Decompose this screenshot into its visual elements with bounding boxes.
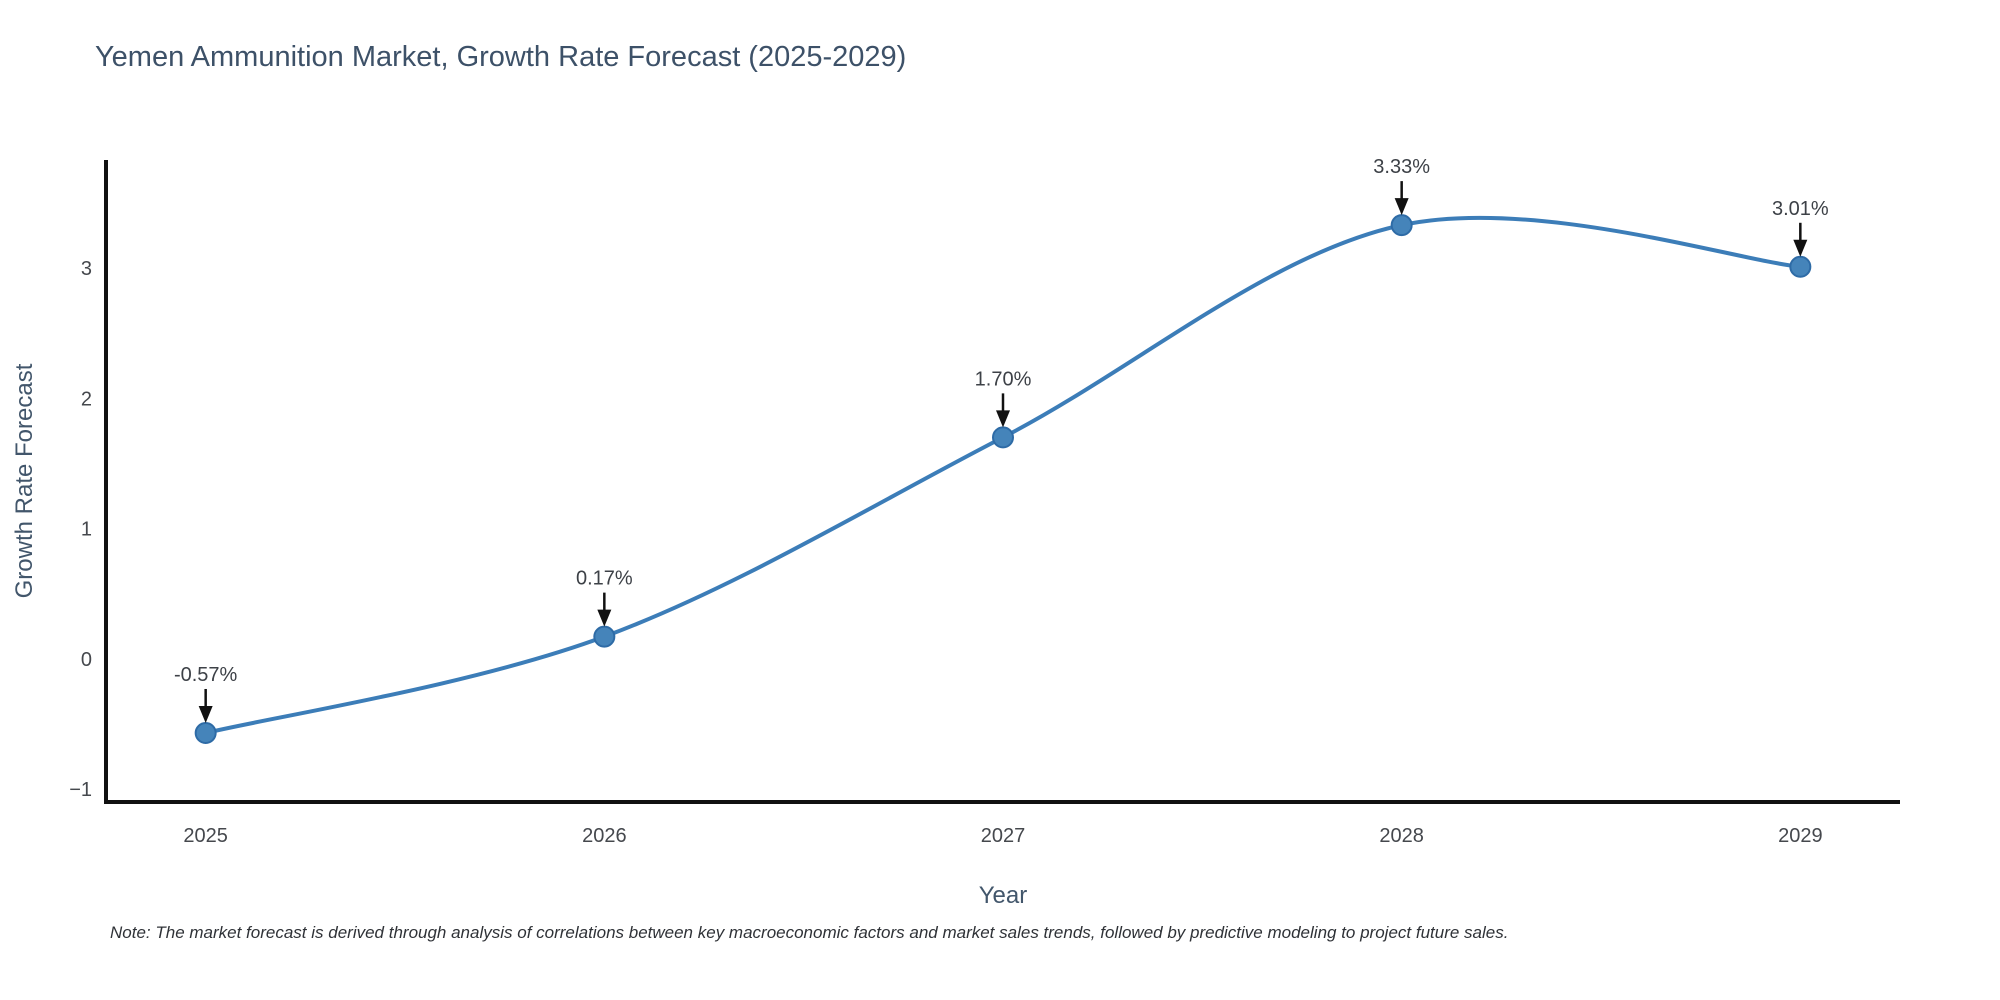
x-tick-label-2028: 2028 <box>1379 825 1424 847</box>
y-tick-label-1: 1 <box>81 519 92 541</box>
x-axis-ticks: 2025 2026 2027 2028 2029 <box>183 825 1822 847</box>
data-point-2026 <box>593 625 616 648</box>
annotation-arrow-head <box>1793 239 1808 257</box>
y-axis-title: Growth Rate Forecast <box>11 363 38 598</box>
x-tick-label-2027: 2027 <box>981 825 1026 847</box>
x-tick-label-2025: 2025 <box>183 825 228 847</box>
y-tick-label-2: 2 <box>81 388 92 410</box>
data-point-2027 <box>992 426 1014 449</box>
growth-rate-line <box>203 215 1803 735</box>
annotation-arrow-head <box>597 609 612 627</box>
annotation-label-2025: -0.57% <box>174 664 238 686</box>
x-tick-label-2029: 2029 <box>1778 825 1823 847</box>
annotation-label-2027: 1.70% <box>975 368 1032 390</box>
data-point-2029 <box>1789 255 1812 278</box>
x-axis-title: Year <box>979 882 1028 909</box>
annotation-arrow-head <box>198 705 213 723</box>
annotation-label-2029: 3.01% <box>1772 198 1829 220</box>
annotation-label-2026: 0.17% <box>576 568 633 590</box>
axes <box>104 160 1900 804</box>
data-point-2028 <box>1390 214 1413 237</box>
data-point-2025 <box>194 721 217 744</box>
chart-title: Yemen Ammunition Market, Growth Rate For… <box>95 41 906 73</box>
annotation-label-2028: 3.33% <box>1373 156 1430 178</box>
y-tick-label-0: 0 <box>81 649 92 671</box>
series-growth-rate <box>194 214 1812 744</box>
y-tick-label-−1: −1 <box>69 779 92 801</box>
annotation-arrow-head <box>996 410 1010 428</box>
x-tick-label-2026: 2026 <box>582 825 627 847</box>
annotation-arrow-head <box>1394 198 1409 216</box>
point-annotations: -0.57% 0.17% 1.70% 3.33% 3.01% <box>174 156 1829 723</box>
y-axis-ticks: −1 0 1 2 3 <box>69 258 92 801</box>
y-tick-label-3: 3 <box>81 258 92 280</box>
footnote: Note: The market forecast is derived thr… <box>110 923 1508 942</box>
